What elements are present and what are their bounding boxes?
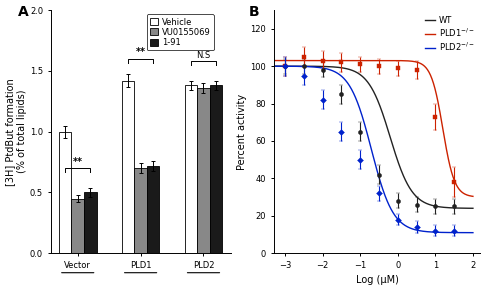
- Text: B: B: [249, 5, 260, 19]
- Y-axis label: Percent activity: Percent activity: [238, 94, 247, 170]
- Bar: [71, 198, 84, 253]
- Text: **: **: [73, 157, 83, 167]
- Text: N.S: N.S: [196, 51, 210, 60]
- Text: **: **: [136, 47, 146, 57]
- Y-axis label: [3H] PtdBut formation
(% of total lipids): [3H] PtdBut formation (% of total lipids…: [5, 78, 27, 186]
- Text: A: A: [18, 5, 29, 19]
- Bar: [122, 81, 134, 253]
- Bar: [147, 166, 159, 253]
- Legend: WT, PLD1$^{-/-}$, PLD2$^{-/-}$: WT, PLD1$^{-/-}$, PLD2$^{-/-}$: [424, 14, 476, 55]
- Bar: [134, 168, 147, 253]
- Bar: [185, 86, 197, 253]
- Bar: [197, 88, 210, 253]
- X-axis label: Log (μM): Log (μM): [356, 276, 399, 285]
- Bar: [84, 192, 97, 253]
- Legend: Vehicle, VU0155069, 1-91: Vehicle, VU0155069, 1-91: [147, 14, 214, 50]
- Bar: [210, 86, 223, 253]
- Bar: [59, 132, 71, 253]
